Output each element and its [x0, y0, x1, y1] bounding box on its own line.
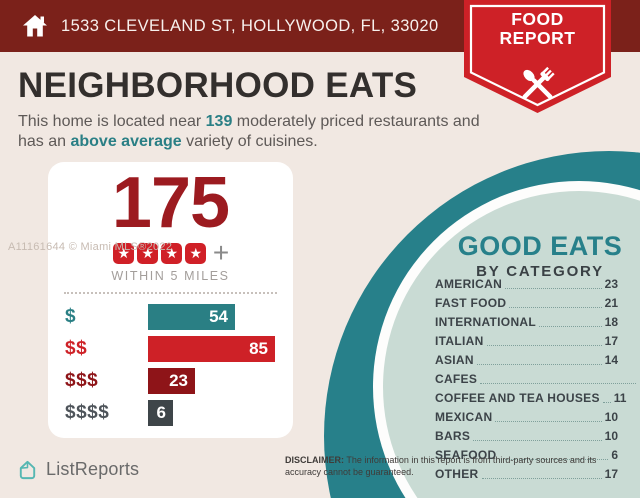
- price-level-label: $: [65, 306, 77, 327]
- property-address: 1533 CLEVELAND ST, HOLLYWOOD, FL, 33020: [61, 17, 439, 35]
- dotted-leader: [602, 401, 611, 403]
- restaurant-stats-card: 175 ★ ★ ★ ★ + WITHIN 5 MILES $54 $$ 85 $$$ 23 $$$…: [48, 162, 293, 438]
- mls-watermark: A11161644 © Miami MLS®2022: [8, 241, 173, 253]
- dotted-leader: [486, 344, 602, 346]
- category-row: COFFEE AND TEA HOUSES 11: [435, 391, 626, 405]
- category-row: AMERICAN 23: [435, 277, 618, 291]
- category-label: ITALIAN: [435, 334, 484, 348]
- price-bar-value: 85: [249, 339, 268, 358]
- dotted-leader: [495, 420, 602, 422]
- category-value: 17: [604, 467, 618, 481]
- price-bar-value: 54: [209, 307, 228, 326]
- star-rating: ★ ★ ★ ★ +: [48, 237, 293, 268]
- category-row: INTERNATIONAL 18: [435, 315, 618, 329]
- variety-rating: above average: [70, 132, 182, 150]
- dotted-leader: [499, 458, 609, 460]
- price-bar-value: 6: [156, 403, 166, 422]
- report-summary-text: This home is located near 139 moderately…: [18, 113, 480, 150]
- listreports-brand: ListReports: [16, 458, 139, 481]
- price-level-label: $$$: [65, 370, 99, 391]
- category-value: 23: [604, 277, 618, 291]
- category-label: MEXICAN: [435, 410, 493, 424]
- house-icon: [22, 14, 48, 38]
- category-row: CAFES: [435, 372, 636, 386]
- price-level-label: $$: [65, 338, 88, 359]
- category-label: AMERICAN: [435, 277, 503, 291]
- dotted-leader: [473, 439, 602, 441]
- total-restaurants-number: 175: [111, 163, 230, 243]
- price-bar: 85: [148, 336, 275, 362]
- category-row: SEAFOOD 6: [435, 448, 618, 462]
- page-title: NEIGHBORHOOD EATS: [18, 66, 418, 105]
- dotted-leader: [509, 306, 602, 308]
- price-level-label: $$$$: [65, 402, 110, 423]
- price-bar-row: $$$$ 6: [65, 400, 293, 426]
- category-value: 10: [604, 429, 618, 443]
- price-bar-row: $$$ 23: [65, 368, 293, 394]
- category-label: FAST FOOD: [435, 296, 507, 310]
- price-bar-row: $$ 85: [65, 336, 293, 362]
- price-bar: 6: [148, 400, 173, 426]
- dotted-leader: [476, 363, 602, 365]
- category-value: 10: [604, 410, 618, 424]
- category-value: 14: [604, 353, 618, 367]
- brand-name: ListReports: [46, 459, 140, 479]
- star-icon: ★: [185, 242, 207, 264]
- restaurant-count: 139: [205, 113, 233, 130]
- dotted-divider: [64, 292, 277, 294]
- category-list: AMERICAN 23 FAST FOOD 21 INTERNATIONAL 18 ITAL…: [435, 277, 636, 486]
- dotted-leader: [480, 382, 636, 384]
- category-label: OTHER: [435, 467, 479, 481]
- star-icon: ★: [113, 242, 135, 264]
- category-label: CAFES: [435, 372, 478, 386]
- category-row: OTHER 17: [435, 467, 618, 481]
- disclaimer-text: DISCLAIMER: The information in this repo…: [285, 455, 597, 478]
- dotted-leader: [539, 325, 602, 327]
- category-label: ASIAN: [435, 353, 474, 367]
- ribbon-title: FOOD REPORT: [499, 9, 576, 48]
- price-bar: 54: [148, 304, 235, 330]
- listreports-logo-icon: [16, 458, 39, 481]
- category-row: ITALIAN 17: [435, 334, 618, 348]
- category-value: 21: [604, 296, 618, 310]
- price-bar: 23: [148, 368, 195, 394]
- star-icon: ★: [137, 242, 159, 264]
- dotted-leader: [481, 477, 602, 479]
- category-label: SEAFOOD: [435, 448, 497, 462]
- radius-caption: WITHIN 5 MILES: [111, 269, 230, 283]
- dotted-leader: [505, 287, 602, 289]
- category-row: MEXICAN 10: [435, 410, 618, 424]
- category-label: COFFEE AND TEA HOUSES: [435, 391, 600, 405]
- price-level-bar-chart: $54 $$ 85 $$$ 23 $$$$ 6: [48, 304, 293, 426]
- good-eats-title: GOOD EATS: [457, 231, 623, 261]
- category-row: ASIAN 14: [435, 353, 618, 367]
- star-icon: ★: [161, 242, 183, 264]
- price-bar-row: $54: [65, 304, 293, 330]
- utensils-icon: [522, 66, 555, 99]
- category-value: 11: [613, 391, 627, 405]
- food-report-ribbon: FOOD REPORT: [464, 0, 611, 114]
- good-eats-subtitle: BY CATEGORY: [476, 263, 604, 280]
- price-bar-value: 23: [169, 371, 188, 390]
- plus-icon: +: [212, 237, 230, 268]
- category-value: 17: [604, 334, 618, 348]
- category-label: BARS: [435, 429, 471, 443]
- category-row: BARS 10: [435, 429, 618, 443]
- good-eats-heading: GOOD EATS BY CATEGORY: [420, 231, 640, 280]
- category-label: INTERNATIONAL: [435, 315, 537, 329]
- category-value: 18: [604, 315, 618, 329]
- category-value: 6: [611, 448, 618, 462]
- category-row: FAST FOOD 21: [435, 296, 618, 310]
